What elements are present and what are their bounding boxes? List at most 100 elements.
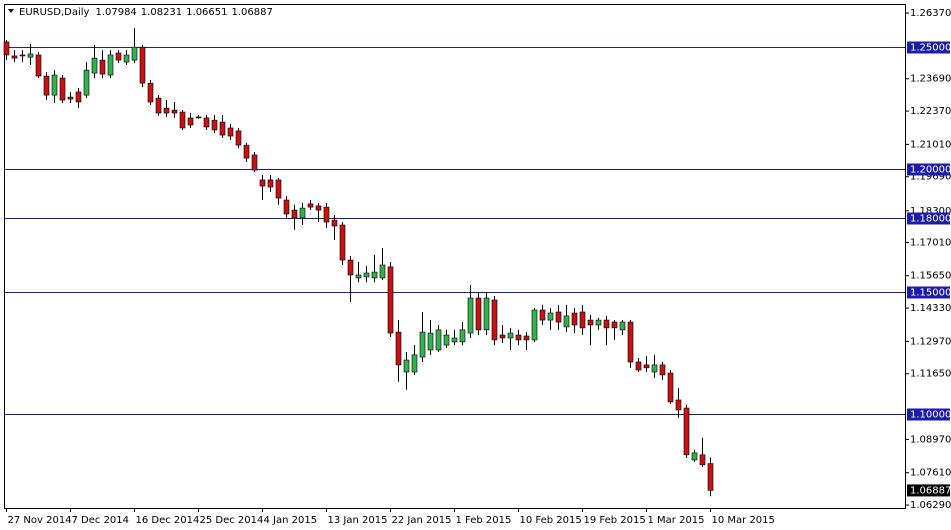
x-tick-label: 10 Mar 2015 (712, 515, 775, 526)
candle-body (331, 219, 338, 227)
candle-body (515, 334, 522, 341)
candle-body (99, 59, 106, 75)
candle-body (395, 331, 402, 366)
candle-body (11, 55, 18, 59)
y-tick-label: 1.21010 (910, 139, 951, 150)
candle-body (571, 312, 578, 326)
candle-body (283, 199, 290, 215)
level-label-box (907, 212, 950, 225)
y-tick-label: 1.06290 (910, 500, 951, 511)
candle-body (339, 224, 346, 261)
candle-body (179, 111, 186, 129)
candle-body (435, 329, 442, 351)
candle-body (139, 46, 146, 84)
y-tick-label: 1.12970 (910, 336, 951, 347)
level-label-box (907, 163, 950, 176)
candle-body (323, 206, 330, 223)
candle-body (115, 52, 122, 61)
candle-body (131, 46, 138, 61)
candle-body (203, 117, 210, 128)
candle-body (315, 205, 322, 211)
candle-body (43, 75, 50, 96)
candle-body (419, 331, 426, 358)
candle-body (363, 272, 370, 278)
candle-body (267, 179, 274, 188)
candle-body (147, 82, 154, 103)
candle-body (595, 319, 602, 326)
candle-body (459, 329, 466, 343)
y-tick-label: 1.23690 (910, 74, 951, 85)
candle-body (555, 311, 562, 323)
candle-body (307, 203, 314, 208)
level-label-box (907, 41, 950, 54)
x-tick-label: 25 Dec 2014 (200, 515, 264, 526)
ohlc-high: 1.08231 (141, 7, 182, 18)
candle-body (275, 179, 282, 199)
candle-body (347, 259, 354, 276)
candle-body (675, 399, 682, 411)
candle-body (643, 364, 650, 369)
candle-body (299, 207, 306, 219)
candle-body (379, 264, 386, 279)
candle-body (603, 319, 610, 329)
y-tick-label: 1.17010 (910, 237, 951, 248)
candle-body (619, 321, 626, 331)
candle-body (235, 130, 242, 146)
level-label: 1.10000 (910, 410, 951, 421)
candle-body (443, 334, 450, 346)
candle-body (19, 54, 26, 57)
candle-body (403, 359, 410, 373)
candle-body (707, 463, 714, 491)
candle-body (355, 274, 362, 279)
y-tick-label: 1.15650 (910, 271, 951, 282)
candle-body (667, 372, 674, 403)
level-label-box (907, 286, 950, 299)
candle-body (499, 334, 506, 339)
candle-body (627, 321, 634, 363)
candle-body (35, 54, 42, 77)
menu-arrow[interactable] (8, 9, 14, 13)
candle-body (91, 57, 98, 74)
candle-body (387, 266, 394, 334)
candle-body (683, 407, 690, 456)
candle-body (491, 299, 498, 341)
candle-body (475, 297, 482, 331)
candle-body (75, 91, 82, 103)
candle-body (539, 309, 546, 321)
candle-body (547, 312, 554, 321)
x-tick-label: 10 Feb 2015 (520, 515, 582, 526)
candle-body (227, 127, 234, 137)
level-label-box (907, 408, 950, 421)
x-tick-label: 19 Feb 2015 (584, 515, 646, 526)
candle-body (411, 354, 418, 373)
y-tick-label: 1.07610 (910, 468, 951, 479)
candle-body (155, 97, 162, 114)
candle-body (27, 53, 34, 58)
x-tick-label: 16 Dec 2014 (136, 515, 200, 526)
candle-body (635, 361, 642, 371)
candle-body (123, 54, 130, 63)
candle-body (59, 77, 66, 101)
y-tick-label: 1.08970 (910, 434, 951, 445)
candle-body (187, 117, 194, 126)
x-tick-label: 1 Feb 2015 (456, 515, 512, 526)
symbol: EURUSD,Daily (19, 7, 90, 18)
candle-body (659, 364, 666, 376)
level-label: 1.20000 (910, 165, 951, 176)
chart-header: EURUSD,Daily 1.07984 1.08231 1.06651 1.06887 (19, 7, 273, 18)
candle-body (243, 144, 250, 159)
candle-body (107, 54, 114, 76)
candle-body (163, 107, 170, 114)
candle-body (195, 116, 202, 119)
candle-body (651, 364, 658, 373)
level-label: 1.18000 (910, 214, 951, 225)
candle-body (611, 321, 618, 329)
candle-body (427, 332, 434, 351)
y-tick-label: 1.18300 (910, 206, 951, 217)
level-label: 1.15000 (910, 288, 951, 299)
y-tick-label: 1.26370 (910, 8, 951, 19)
candle-body (699, 454, 706, 466)
candle-body (531, 309, 538, 341)
